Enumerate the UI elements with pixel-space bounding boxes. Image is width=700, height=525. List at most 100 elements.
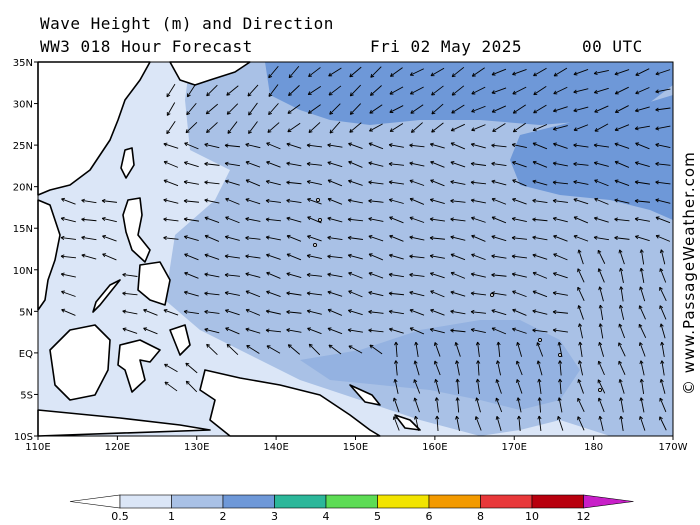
wave-arrow (659, 286, 667, 301)
wave-arrow (450, 180, 466, 185)
wave-arrow (306, 309, 322, 315)
wave-arrow (474, 416, 482, 431)
solomon-islands (394, 414, 421, 431)
wave-arrow (266, 253, 281, 260)
lon-label: 150E (343, 442, 368, 453)
wave-arrow (552, 291, 568, 296)
wave-arrow (659, 397, 667, 413)
wave-arrow (370, 66, 382, 78)
wave-arrow (593, 143, 609, 148)
wave-arrow (248, 121, 258, 134)
wave-arrow (598, 341, 605, 357)
lon-label: 110E (25, 442, 50, 453)
lon-label: 170E (502, 442, 527, 453)
wave-arrow (348, 345, 363, 354)
wave-arrow (286, 309, 302, 315)
wave-arrow (306, 143, 322, 148)
wave-arrow (455, 360, 460, 376)
wave-arrow (368, 198, 384, 204)
lon-label: 170W (659, 442, 688, 453)
wave-arrow (533, 85, 547, 96)
wave-arrow (634, 217, 650, 222)
wave-arrow (573, 124, 589, 132)
colorbar-label: 8 (477, 510, 484, 523)
wave-arrow (557, 397, 563, 413)
wave-arrow (267, 122, 280, 133)
wave-arrow (450, 142, 466, 150)
wave-arrow (347, 217, 364, 222)
wave-arrow (451, 66, 465, 78)
wave-arrow (143, 327, 158, 335)
wave-arrow (431, 85, 444, 96)
island (598, 388, 602, 392)
wave-arrow (206, 122, 218, 134)
wave-arrow (573, 234, 589, 242)
wave-arrow (388, 272, 404, 278)
wave-arrow (102, 234, 117, 242)
wave-arrow (368, 309, 384, 315)
wave-arrow (655, 216, 671, 224)
wave-arrow (614, 235, 630, 241)
wave-arrow (348, 179, 363, 186)
wave-arrow (634, 161, 650, 168)
wave-arrow (614, 86, 629, 95)
wave-arrow (532, 142, 548, 150)
colorbar-min-triangle (69, 494, 121, 509)
wave-arrow (163, 179, 179, 187)
wave-arrow (491, 105, 507, 113)
wave-arrow (288, 85, 300, 97)
wave-arrow (619, 267, 624, 283)
wave-arrow (433, 360, 441, 376)
wave-arrow (287, 104, 301, 114)
colorbar-label: 0.5 (111, 510, 129, 523)
wave-arrow (597, 397, 605, 413)
wave-arrow (614, 124, 630, 132)
wave-arrow (471, 105, 486, 113)
wave-arrow (496, 360, 501, 376)
wave-arrow (495, 379, 502, 394)
wave-arrow (225, 197, 240, 205)
wave-arrow (512, 161, 527, 168)
wave-arrow (204, 327, 220, 334)
medium-wave-zone-south (300, 320, 580, 410)
wave-arrow (185, 362, 198, 374)
lat-label: 5S (20, 390, 33, 401)
wave-arrow (81, 235, 97, 241)
wave-arrow (577, 249, 584, 265)
wave-arrow (491, 179, 507, 186)
wave-arrow (205, 103, 219, 115)
wave-arrow (349, 66, 362, 78)
wave-arrow (577, 416, 585, 431)
wave-arrow (638, 305, 646, 320)
wave-arrow (532, 328, 548, 333)
wave-arrow (409, 290, 425, 297)
wave-arrow (60, 235, 76, 240)
wave-arrow (516, 415, 522, 432)
wave-arrow (328, 85, 342, 96)
wave-arrow (659, 249, 666, 265)
wave-arrow (532, 290, 548, 298)
wave-arrow (470, 180, 487, 185)
wave-arrow (515, 360, 523, 376)
halmahera (169, 324, 191, 356)
wave-arrow (475, 378, 480, 394)
wave-arrow (327, 179, 343, 187)
wave-arrow (491, 87, 507, 95)
wave-arrow (470, 161, 486, 166)
wave-arrow (185, 122, 198, 134)
wave-arrow (163, 160, 179, 168)
wave-arrow (450, 161, 466, 168)
wave-arrow (532, 217, 548, 222)
wave-arrow (388, 180, 404, 185)
wave-arrow (266, 160, 281, 168)
wave-arrow (163, 217, 179, 222)
island (538, 338, 542, 342)
wave-arrow (532, 271, 548, 279)
longitude-axis: 110E 120E 130E 140E 150E 160E 170E 180 170W (25, 436, 688, 453)
wave-arrow (265, 328, 282, 333)
wave-arrow (434, 397, 439, 413)
wave-arrow (224, 235, 240, 241)
wave-arrow (327, 197, 343, 205)
wave-arrow (246, 345, 260, 354)
wave-arrow (450, 290, 466, 297)
